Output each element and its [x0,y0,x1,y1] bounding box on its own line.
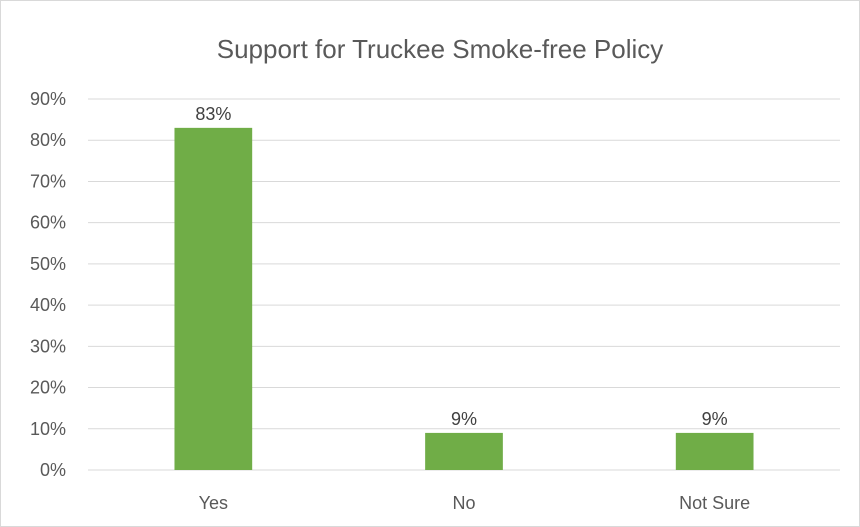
bars [174,127,754,470]
y-tick-label: 0% [40,460,66,480]
chart-title: Support for Truckee Smoke-free Policy [217,34,664,64]
x-axis-tick-labels: Yes No Not Sure [199,493,751,513]
data-label: 9% [451,409,477,429]
y-tick-label: 30% [30,336,66,356]
y-tick-label: 50% [30,254,66,274]
y-tick-label: 60% [30,213,66,233]
bar [174,127,253,470]
y-tick-label: 70% [30,171,66,191]
y-tick-label: 80% [30,130,66,150]
bar [675,432,754,470]
x-tick-label: Not Sure [679,493,750,513]
bar [425,432,503,470]
data-labels: 83% 9% 9% [195,104,727,429]
x-tick-label: No [452,493,475,513]
x-tick-label: Yes [199,493,228,513]
y-tick-label: 90% [30,89,66,109]
y-tick-label: 40% [30,295,66,315]
data-label: 83% [195,104,231,124]
y-tick-label: 20% [30,378,66,398]
y-axis-tick-labels: 0% 10% 20% 30% 40% 50% 60% 70% 80% 90% [30,89,66,480]
data-label: 9% [702,409,728,429]
y-tick-label: 10% [30,419,66,439]
